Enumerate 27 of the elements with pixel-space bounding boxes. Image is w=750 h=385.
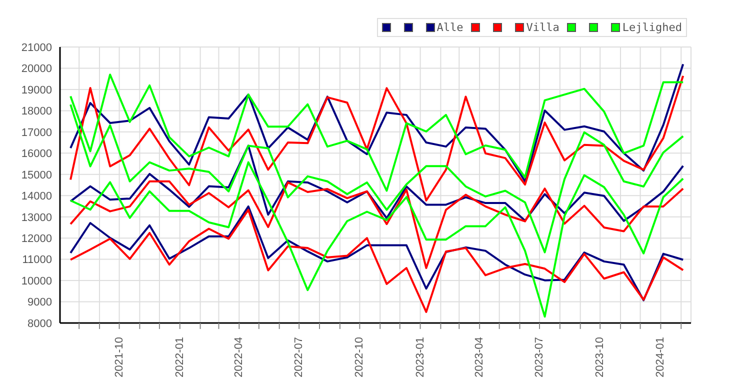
legend-label: Villa (526, 21, 560, 34)
y-tick-label: 9000 (28, 296, 52, 309)
x-tick-label: 2023-01 (414, 337, 426, 378)
legend-label: Lejlighed (622, 21, 682, 34)
x-tick-label: 2023-10 (594, 337, 606, 378)
x-tick-label: 2023-04 (474, 337, 486, 378)
y-tick-label: 18000 (21, 106, 52, 118)
y-tick-label: 20000 (21, 63, 52, 76)
x-tick-label: 2023-07 (534, 337, 546, 378)
y-tick-label: 19000 (21, 84, 52, 96)
y-tick-label: 16000 (21, 148, 52, 160)
y-tick-label: 12000 (21, 232, 52, 245)
y-tick-label: 13000 (21, 212, 52, 224)
y-tick-label: 10000 (21, 275, 52, 288)
y-tick-label: 15000 (21, 169, 52, 182)
x-tick-label: 2022-01 (174, 337, 186, 378)
y-tick-label: 21000 (21, 42, 52, 54)
y-tick-label: 14000 (21, 190, 52, 203)
y-tick-label: 17000 (21, 126, 52, 139)
x-tick-label: 2024-01 (654, 337, 667, 378)
x-tick-label: 2022-04 (233, 337, 246, 378)
x-tick-label: 2022-07 (293, 337, 306, 378)
x-tick-label: 2021-10 (113, 337, 126, 378)
y-tick-label: 8000 (28, 318, 52, 330)
y-tick-label: 11000 (22, 254, 52, 266)
x-tick-label: 2022-10 (354, 337, 366, 378)
legend-label: Alle (436, 21, 464, 34)
